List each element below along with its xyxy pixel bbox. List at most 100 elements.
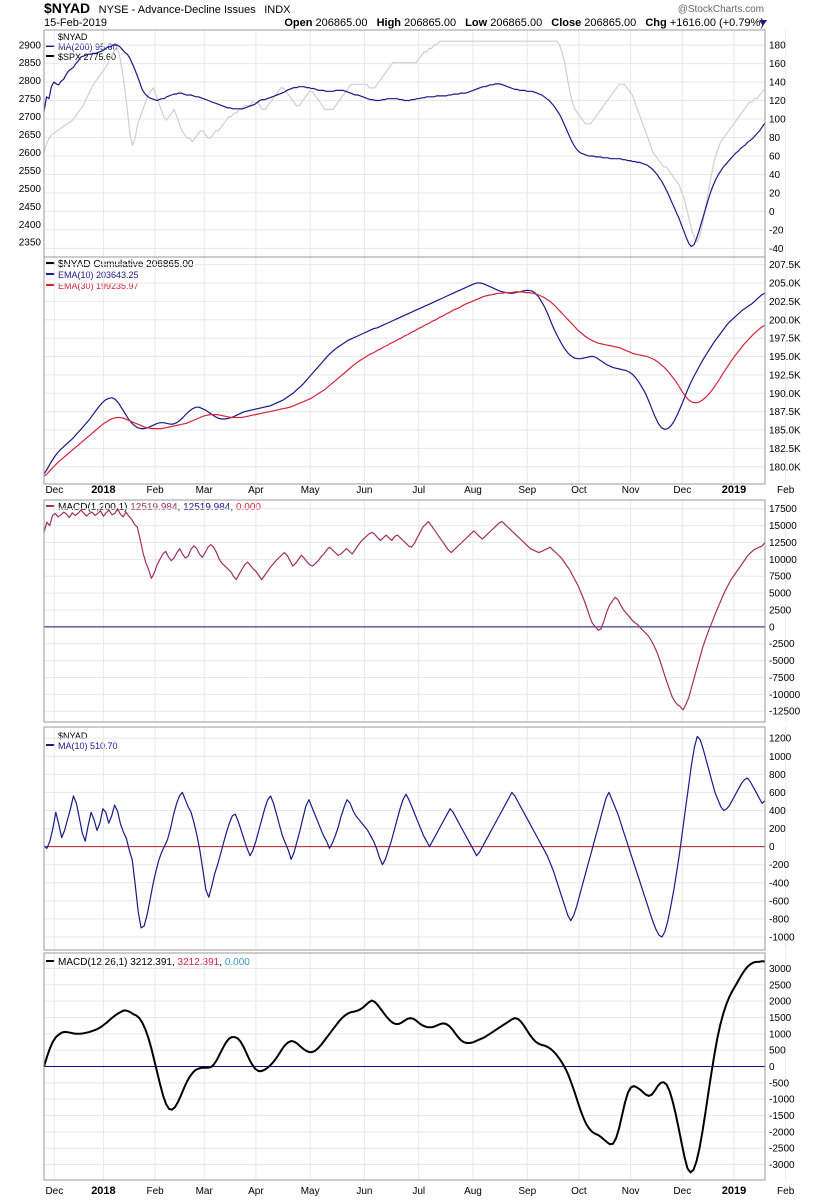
y-tick-label-right: -5000 bbox=[769, 656, 795, 667]
chg-value: +1616.00 (+0.79%) bbox=[670, 17, 764, 29]
p3-legend: MACD(1,200,1) 12519.984, 12519.984, 0.00… bbox=[58, 502, 261, 513]
y-tick-label-right: 160 bbox=[769, 59, 786, 70]
y-tick-label-right: 182.5K bbox=[769, 444, 801, 455]
y-tick-label-right: -2500 bbox=[769, 1144, 795, 1155]
p2-legend-swatch-ema30 bbox=[46, 284, 55, 286]
p4-legend-swatch bbox=[46, 744, 55, 746]
y-tick-label-right: 180.0K bbox=[769, 462, 801, 473]
y-tick-label-right: -2000 bbox=[769, 1127, 795, 1138]
p1-legend-ma: MA(200) 95.60 bbox=[58, 42, 118, 52]
y-tick-label-right: 5000 bbox=[769, 589, 792, 600]
x-tick-label: Mar bbox=[196, 1186, 214, 1197]
panel-border bbox=[43, 952, 766, 1181]
x-tick-label: Oct bbox=[571, 1186, 587, 1197]
y-tick-label-right: -500 bbox=[769, 1078, 789, 1089]
y-tick-label-left: 2750 bbox=[19, 94, 42, 105]
x-tick-label: Feb bbox=[147, 1186, 165, 1197]
x-tick-label: Aug bbox=[464, 485, 482, 496]
y-tick-label-left: 2500 bbox=[19, 184, 42, 195]
x-tick-label: Dec bbox=[673, 1186, 691, 1197]
y-tick-label-right: 0 bbox=[769, 1062, 775, 1073]
y-tick-label-right: 15000 bbox=[769, 521, 797, 532]
y-tick-label-right: 3000 bbox=[769, 964, 792, 975]
x-tick-label: 2019 bbox=[722, 1185, 746, 1197]
close-value: 206865.00 bbox=[584, 17, 636, 29]
x-tick-label: May bbox=[301, 1186, 320, 1197]
y-tick-label-left: 2600 bbox=[19, 148, 42, 159]
p1-title: $NYAD bbox=[58, 32, 88, 42]
y-tick-label-right: -10000 bbox=[769, 690, 801, 701]
y-tick-label-left: 2450 bbox=[19, 202, 42, 213]
header-date: 15-Feb-2019 bbox=[44, 17, 107, 29]
y-tick-label-right: -600 bbox=[769, 896, 789, 907]
y-tick-label-right: 185.0K bbox=[769, 426, 801, 437]
p2-legend-ema10: EMA(10) 203643.25 bbox=[58, 270, 139, 280]
x-tick-label: Apr bbox=[248, 485, 264, 496]
y-tick-label-right: 180 bbox=[769, 41, 786, 52]
y-tick-label-right: 1000 bbox=[769, 752, 792, 763]
y-tick-label-right: 0 bbox=[769, 842, 775, 853]
y-tick-label-right: -1000 bbox=[769, 1095, 795, 1106]
series-line-navy bbox=[43, 44, 766, 248]
y-tick-label-right: -12500 bbox=[769, 707, 801, 718]
y-tick-label-right: 187.5K bbox=[769, 407, 801, 418]
p4-title: $NYAD bbox=[58, 731, 88, 741]
x-tick-label: Mar bbox=[196, 485, 214, 496]
y-tick-label-right: 100 bbox=[769, 115, 786, 126]
y-tick-label-left: 2850 bbox=[19, 58, 42, 69]
series-line-navy bbox=[43, 735, 766, 938]
x-tick-label: Nov bbox=[622, 485, 640, 496]
panel-border bbox=[43, 256, 766, 485]
x-tick-label: Dec bbox=[45, 1186, 63, 1197]
y-tick-label-right: 200.0K bbox=[769, 315, 801, 326]
y-tick-label-right: 195.0K bbox=[769, 352, 801, 363]
series-line-maroon bbox=[43, 508, 766, 711]
p2-legend-ema30: EMA(30) 199235.97 bbox=[58, 281, 139, 291]
p2-legend-swatch-ema10 bbox=[46, 273, 55, 275]
open-value: 206865.00 bbox=[316, 17, 368, 29]
y-tick-label-right: 197.5K bbox=[769, 334, 801, 345]
p5-title: MACD(12,26,1) bbox=[58, 957, 127, 968]
y-tick-label-right: 200 bbox=[769, 824, 786, 835]
low-label: Low bbox=[465, 17, 487, 29]
x-tick-label: May bbox=[301, 485, 320, 496]
high-value: 206865.00 bbox=[404, 17, 456, 29]
y-tick-label-right: 0 bbox=[769, 207, 775, 218]
y-tick-label-left: 2550 bbox=[19, 166, 42, 177]
series-line-black bbox=[43, 960, 766, 1174]
y-tick-label-right: -800 bbox=[769, 914, 789, 925]
y-tick-label-left: 2350 bbox=[19, 238, 42, 249]
p4-legend-ma: MA(10) 510.70 bbox=[58, 741, 118, 751]
y-tick-label-right: 207.5K bbox=[769, 260, 801, 271]
x-tick-label: Jul bbox=[412, 1186, 425, 1197]
y-tick-label-right: 1000 bbox=[769, 1029, 792, 1040]
series-line-navy bbox=[43, 282, 766, 475]
y-tick-label-right: 192.5K bbox=[769, 370, 801, 381]
y-tick-label-right: -40 bbox=[769, 244, 784, 255]
y-tick-label-right: 2500 bbox=[769, 980, 792, 991]
symbol: $NYAD bbox=[44, 0, 90, 16]
y-tick-label-right: 500 bbox=[769, 1046, 786, 1057]
y-tick-label-right: 202.5K bbox=[769, 297, 801, 308]
x-tick-label: Apr bbox=[248, 1186, 264, 1197]
p5-legend: MACD(12,26,1) 3212.391, 3212.391, 0.000 bbox=[58, 957, 250, 968]
close-label: Close bbox=[551, 17, 581, 29]
x-tick-label: Feb bbox=[147, 485, 165, 496]
y-tick-label-right: 20 bbox=[769, 188, 781, 199]
open-label: Open bbox=[284, 17, 312, 29]
chart-plot-layer: 180160140120100806040200-20-402900285028… bbox=[19, 29, 801, 1197]
y-tick-label-right: 0 bbox=[769, 622, 775, 633]
y-tick-label-right: 120 bbox=[769, 96, 786, 107]
x-tick-label: Oct bbox=[571, 485, 587, 496]
p5-v1: 3212.391 bbox=[130, 957, 172, 968]
series-line-gray bbox=[43, 40, 766, 243]
p5-v2: 3212.391 bbox=[178, 957, 220, 968]
p3-v2: 12519.984 bbox=[183, 502, 231, 513]
down-triangle-icon bbox=[759, 20, 767, 26]
p3-legend-swatch bbox=[46, 505, 55, 507]
y-tick-label-right: 17500 bbox=[769, 504, 797, 515]
y-tick-label-right: 12500 bbox=[769, 538, 797, 549]
p5-v3: 0.000 bbox=[225, 957, 250, 968]
p1-legend-spx: $SPX 2775.60 bbox=[58, 52, 116, 62]
